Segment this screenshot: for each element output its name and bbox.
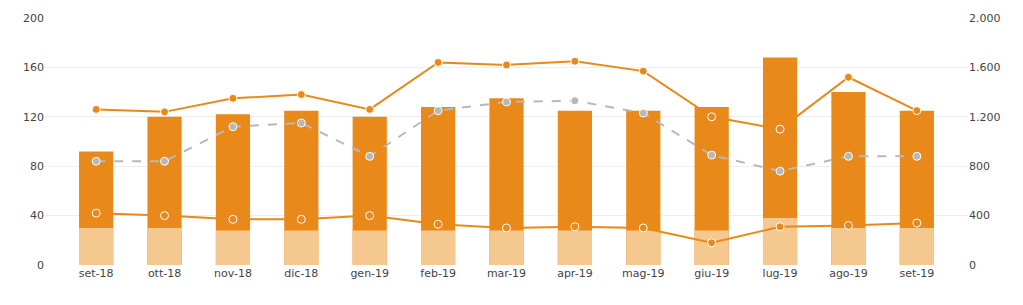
svg-text:200: 200 [23, 12, 44, 25]
svg-text:1.600: 1.600 [969, 61, 1001, 74]
svg-text:0: 0 [969, 259, 976, 272]
svg-text:ago-19: ago-19 [829, 267, 868, 280]
svg-text:160: 160 [23, 61, 44, 74]
svg-text:set-18: set-18 [79, 267, 114, 280]
svg-text:mar-19: mar-19 [487, 267, 526, 280]
svg-text:400: 400 [969, 209, 990, 222]
svg-text:mag-19: mag-19 [622, 267, 664, 280]
svg-text:dic-18: dic-18 [284, 267, 318, 280]
svg-text:gen-19: gen-19 [350, 267, 389, 280]
svg-text:40: 40 [30, 209, 44, 222]
svg-text:1.200: 1.200 [969, 111, 1001, 124]
svg-text:apr-19: apr-19 [557, 267, 593, 280]
svg-text:800: 800 [969, 160, 990, 173]
svg-text:feb-19: feb-19 [420, 267, 456, 280]
svg-text:80: 80 [30, 160, 44, 173]
svg-text:nov-18: nov-18 [214, 267, 252, 280]
svg-text:2.000: 2.000 [969, 12, 1001, 25]
svg-text:set-19: set-19 [899, 267, 934, 280]
svg-text:ott-18: ott-18 [148, 267, 181, 280]
svg-text:giu-19: giu-19 [694, 267, 729, 280]
svg-text:120: 120 [23, 111, 44, 124]
svg-text:lug-19: lug-19 [763, 267, 798, 280]
svg-text:0: 0 [37, 259, 44, 272]
